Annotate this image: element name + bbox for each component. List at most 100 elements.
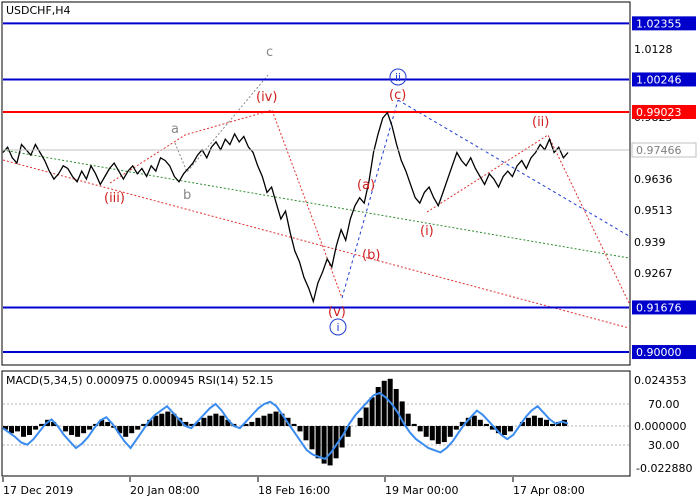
indicator-tick: -0.022880 [636,462,692,475]
macd-bar [471,415,477,426]
macd-bar [201,417,207,426]
macd-bar [297,426,303,432]
macd-bar [537,417,543,426]
trend-line-blue [397,99,630,237]
trend-line-red-lower [2,159,630,329]
macd-bar [447,426,453,437]
wave-label-c-paren: (c) [389,88,406,103]
level-tag-value: 1.00246 [636,73,682,86]
macd-bar [483,423,489,426]
macd-bar [267,413,273,426]
macd-bar [423,426,429,437]
macd-bar [69,426,75,435]
rsi-path [2,391,569,461]
wave-label-iv: (iv) [256,90,277,105]
price-tick: 0.9513 [634,204,673,217]
macd-bar [556,421,561,426]
macd-bar [417,426,423,432]
macd-bar [465,417,471,426]
wave-label-ii: ii [395,71,401,84]
macd-bar [501,426,507,435]
time-label: 17 Apr 08:00 [513,484,585,497]
macd-bar [255,417,261,426]
macd-bar [441,426,447,443]
macd-bar [459,421,465,426]
level-tag [632,300,696,315]
macd-bar [147,419,153,426]
macd-bar [381,380,387,426]
macd-bar [219,415,225,426]
macd-bar [129,426,135,434]
wave-label-c: c [266,45,273,60]
macd-bar [141,423,147,426]
macd-bar [165,411,171,426]
wave-label-v: (v) [328,305,346,320]
macd-bar [159,413,165,426]
macd-bar [63,426,69,432]
price-tick: 0.9636 [634,173,673,186]
macd-bar [39,423,45,426]
indicator-tick: 30.00 [648,439,680,452]
macd-bar [207,415,213,426]
price-series [2,111,569,304]
macd-bar [495,426,501,434]
macd-bar [243,423,249,426]
macd-bar [363,407,369,426]
macd-bar [183,421,189,426]
level-tags: 1.02355 1.00246 0.99023 0.91676 0.90000 [632,16,696,360]
macd-bar [411,423,417,426]
macd-bar [261,415,267,426]
wave-label-i-paren: (i) [420,224,434,239]
macd-bar [273,411,279,426]
macd-bar [303,426,309,441]
wave-annotations [2,74,630,329]
macd-bar [399,401,405,426]
macd-bar [75,426,81,437]
level-tag [632,72,696,87]
wave-label-i: i [336,321,339,334]
macd-bar [327,426,333,466]
macd-bar [544,419,549,426]
macd-bar [27,426,32,435]
wave-label-a: a [171,122,179,137]
horizontal-levels [3,22,629,354]
level-tag-value: 0.91676 [636,301,682,314]
indicator-tick: 0.024353 [634,374,687,387]
wave-label-b-paren: (b) [362,248,380,263]
wave-rise-blue [341,99,399,299]
macd-bar [531,415,537,426]
macd-bar [279,413,285,426]
rsi-line [2,391,569,461]
macd-bar [51,421,57,426]
macd-bar [195,421,201,426]
level-tag-value: 0.90000 [636,346,682,359]
wave-circle-i [329,318,347,336]
macd-bar [87,426,93,430]
wave-path-red [109,109,343,299]
time-label: 19 Mar 00:00 [385,484,458,497]
macd-bar [15,426,20,432]
level-tag-value: 1.02355 [636,17,682,30]
macd-bar [345,426,351,437]
level-tag [632,104,696,119]
macd-bar [507,426,513,432]
chart-title: USDCHF,H4 [6,4,71,17]
wave-label-ii-paren: (ii) [532,115,549,130]
macd-bar [3,426,8,430]
indicator-tick: 0.000000 [634,420,687,433]
trend-line-green [2,149,630,259]
macd-bar [429,426,435,441]
price-tick: 0.939 [634,236,666,249]
macd-bar [525,417,531,426]
time-axis: 17 Dec 2019 20 Jan 08:00 18 Feb 16:00 19… [2,477,585,497]
level-tag [632,345,696,360]
time-label: 20 Jan 08:00 [130,484,200,497]
macd-bar [321,426,327,464]
price-panel-frame [1,1,631,366]
macd-bar [489,426,495,430]
price-tick: 0.9267 [634,267,673,280]
wave-label-iii: (iii) [104,191,125,206]
macd-bar [21,426,26,437]
